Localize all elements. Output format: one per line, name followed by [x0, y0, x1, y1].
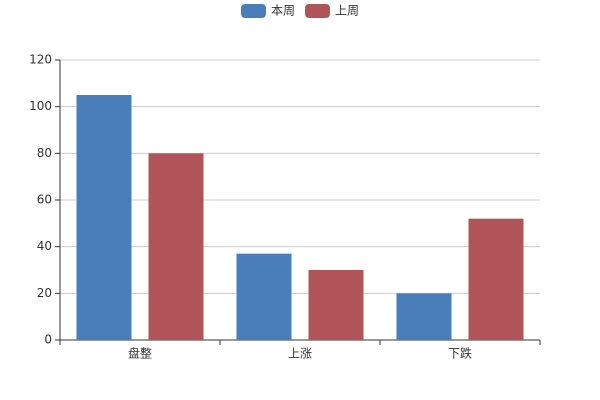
y-tick-label: 60 — [37, 193, 52, 207]
bar — [396, 293, 452, 340]
x-tick-label: 下跌 — [448, 346, 472, 361]
legend-label: 本周 — [271, 4, 295, 18]
bar — [308, 270, 364, 340]
y-tick-label: 0 — [44, 333, 52, 347]
bar — [236, 253, 292, 340]
y-tick-label: 120 — [29, 53, 52, 67]
legend-swatch — [240, 4, 266, 18]
x-tick-label: 上涨 — [288, 346, 312, 361]
legend-swatch — [305, 4, 330, 18]
bar — [468, 218, 524, 340]
legend-label: 上周 — [335, 4, 359, 18]
y-tick-label: 80 — [37, 146, 52, 160]
y-tick-label: 40 — [37, 239, 52, 253]
y-tick-label: 20 — [37, 286, 52, 300]
x-tick-label: 盘整 — [128, 346, 152, 361]
bar — [148, 153, 204, 340]
bar — [76, 95, 132, 340]
y-tick-label: 100 — [29, 99, 52, 113]
